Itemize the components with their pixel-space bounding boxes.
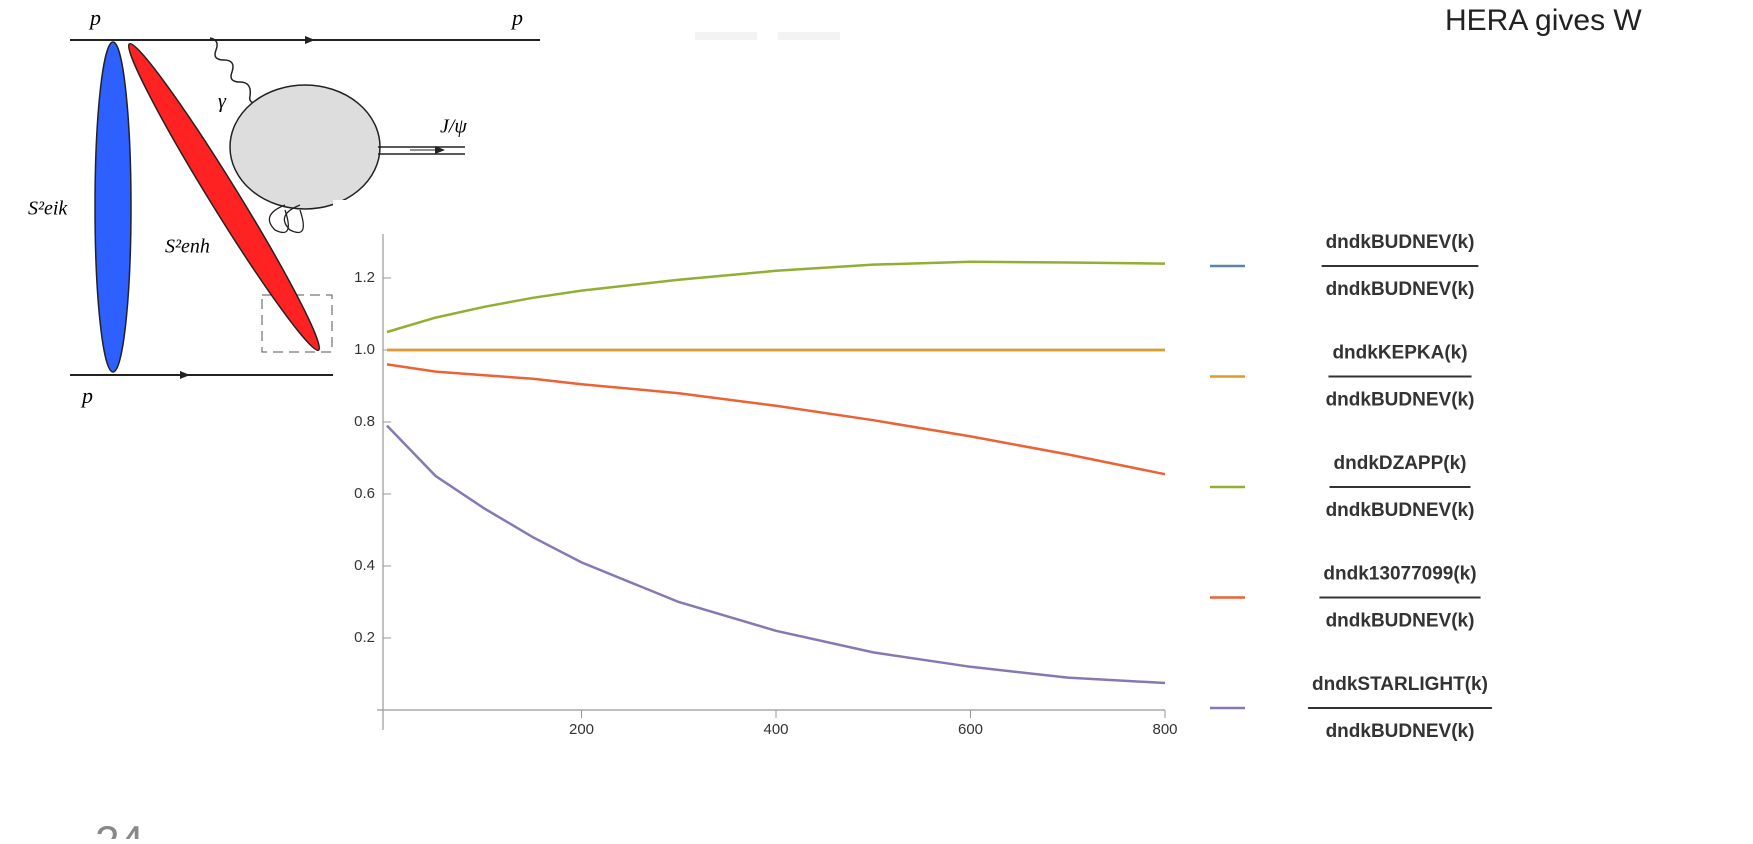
series-line <box>386 260 1166 334</box>
y-tick-label: 1.0 <box>354 341 375 358</box>
enhanced-ellipse <box>127 42 321 352</box>
label: p <box>510 5 523 30</box>
legend-label: dndkKEPKA(k) <box>1332 343 1467 364</box>
decoration <box>695 32 757 40</box>
x-tick-label: 200 <box>569 721 594 738</box>
diagram: p p γ J/ψ S²eik S²enh p <box>28 5 540 408</box>
label: J/ψ <box>440 116 467 138</box>
y-tick-label: 0.8 <box>354 413 375 430</box>
y-tick-label: 0.4 <box>354 557 375 574</box>
legend-denominator: dndkBUDNEV(k) <box>1326 721 1475 742</box>
chart-background <box>333 200 1183 730</box>
legend-denominator: dndkBUDNEV(k) <box>1326 390 1475 411</box>
eikonal-ellipse <box>94 41 132 373</box>
legend-label: dndk13077099(k) <box>1323 564 1476 585</box>
x-tick-label: 400 <box>763 721 788 738</box>
label: p <box>80 383 93 408</box>
label: γ <box>218 91 227 113</box>
photon <box>209 37 261 105</box>
x-tick-label: 600 <box>958 721 983 738</box>
y-tick-label: 1.2 <box>354 269 375 286</box>
legend-denominator: dndkBUDNEV(k) <box>1326 279 1475 300</box>
chart: 200 400 600 800 0.2 0.4 0.6 0.8 1.0 1.2 dndkBUDNEV… <box>354 232 1492 742</box>
legend-label: dndkDZAPP(k) <box>1334 453 1467 474</box>
series-line <box>386 424 1166 685</box>
label: S²enh <box>165 236 210 258</box>
legend-denominator: dndkBUDNEV(k) <box>1326 611 1475 632</box>
label: p <box>88 5 101 30</box>
label: S²eik <box>28 198 68 220</box>
x-tick-label: 800 <box>1152 721 1177 738</box>
slide-heading: HERA gives W <box>1445 4 1642 37</box>
legend-label: dndkSTARLIGHT(k) <box>1312 674 1488 695</box>
page-number: 24 <box>95 818 144 839</box>
blob <box>229 84 381 210</box>
series-line <box>386 363 1166 476</box>
y-tick-label: 0.6 <box>354 485 375 502</box>
decoration <box>778 32 840 40</box>
legend-label: dndkBUDNEV(k) <box>1326 232 1475 253</box>
y-tick-label: 0.2 <box>354 629 375 646</box>
legend-denominator: dndkBUDNEV(k) <box>1326 500 1475 521</box>
gluon <box>268 204 304 234</box>
